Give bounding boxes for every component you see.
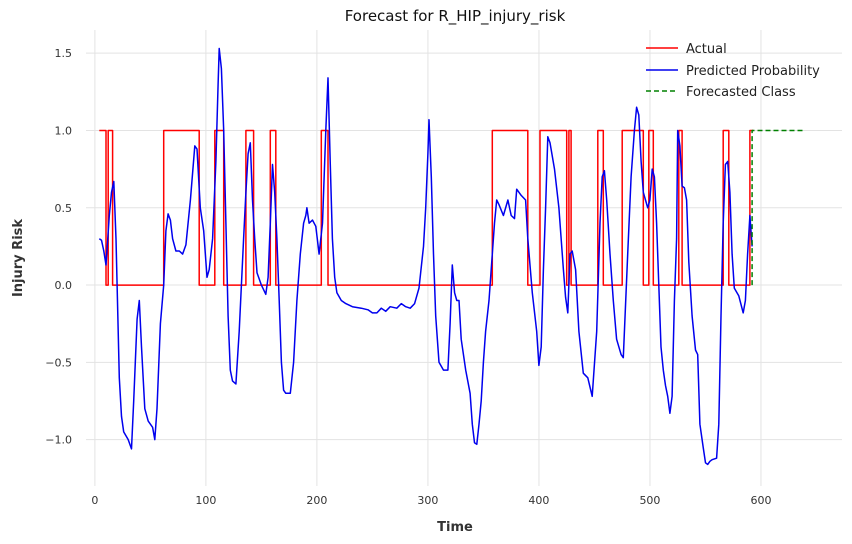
y-tick-label: −0.5: [45, 356, 72, 369]
y-tick-label: 1.0: [55, 124, 73, 137]
x-axis-title: Time: [437, 520, 473, 535]
x-tick-label: 300: [417, 494, 438, 507]
series-line-1: [98, 47, 753, 466]
legend-label-predicted: Predicted Probability: [686, 64, 820, 79]
legend: Actual Predicted Probability Forecasted …: [646, 42, 820, 100]
x-tick-label: 400: [528, 494, 549, 507]
series-lines: [98, 47, 806, 466]
y-axis-title: Injury Risk: [11, 219, 26, 297]
legend-label-forecast: Forecasted Class: [686, 85, 796, 100]
y-tick-label: 0.0: [55, 279, 73, 292]
x-tick-label: 500: [639, 494, 660, 507]
x-tick-label: 200: [306, 494, 327, 507]
x-tick-label: 100: [195, 494, 216, 507]
x-tick-label: 600: [750, 494, 771, 507]
chart-title: Forecast for R_HIP_injury_risk: [345, 7, 566, 26]
y-tick-label: 1.5: [55, 47, 73, 60]
x-axis-ticks: 0 100 200 300 400 500 600: [91, 494, 771, 507]
x-tick-label: 0: [91, 494, 98, 507]
y-axis-ticks: 1.5 1.0 0.5 0.0 −0.5 −1.0: [45, 47, 72, 446]
legend-label-actual: Actual: [686, 42, 727, 57]
series-line-2: [751, 129, 806, 286]
y-tick-label: −1.0: [45, 434, 72, 447]
y-tick-label: 0.5: [55, 202, 73, 215]
